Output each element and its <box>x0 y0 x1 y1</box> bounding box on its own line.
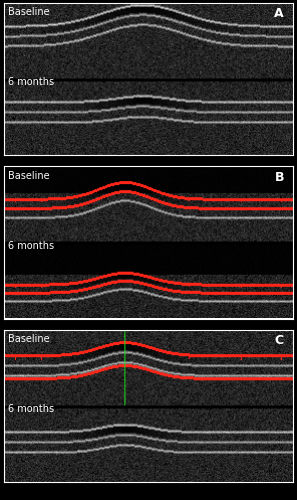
Text: 6 months: 6 months <box>8 77 54 87</box>
Text: 6 months: 6 months <box>8 240 54 250</box>
Text: A: A <box>274 7 284 20</box>
Text: Baseline: Baseline <box>8 170 50 180</box>
Text: Baseline: Baseline <box>8 334 50 344</box>
Text: C: C <box>275 334 284 347</box>
Text: B: B <box>274 170 284 183</box>
Text: Baseline: Baseline <box>8 7 50 17</box>
Text: 6 months: 6 months <box>8 404 54 414</box>
